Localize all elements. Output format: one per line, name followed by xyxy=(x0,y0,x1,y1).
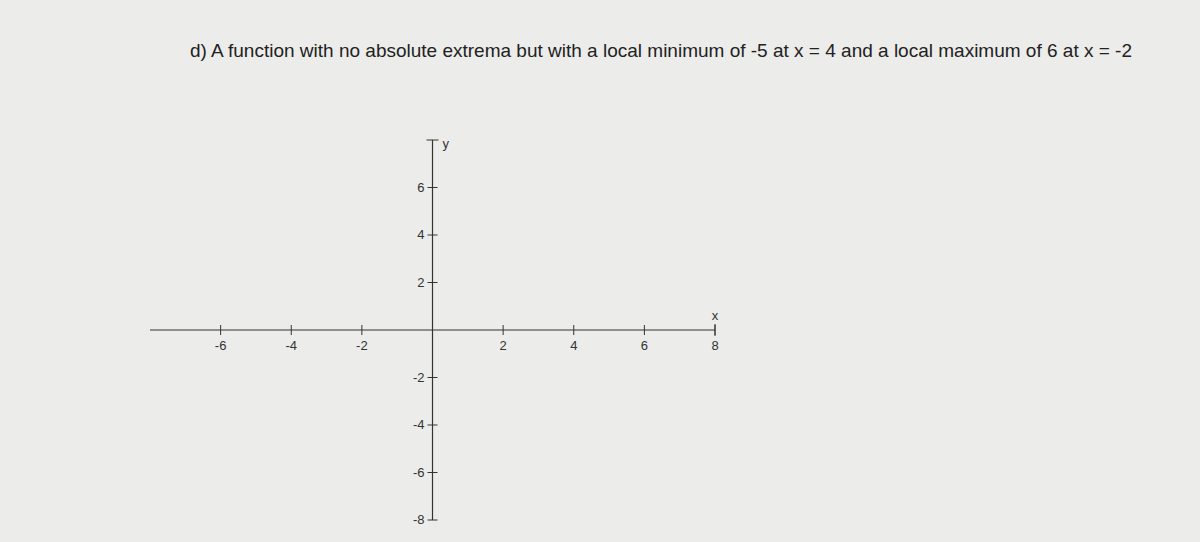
svg-text:4: 4 xyxy=(570,338,577,353)
svg-text:y: y xyxy=(443,136,450,151)
svg-text:-2: -2 xyxy=(413,370,425,385)
svg-text:-6: -6 xyxy=(215,338,227,353)
svg-text:6: 6 xyxy=(641,338,648,353)
svg-text:6: 6 xyxy=(417,180,424,195)
svg-text:-8: -8 xyxy=(413,512,425,527)
svg-text:-2: -2 xyxy=(356,338,368,353)
html-text:d) A function with no absolute: d) A function with no absolute extrema b… xyxy=(190,40,1132,61)
svg-text:-4: -4 xyxy=(285,338,297,353)
svg-text:2: 2 xyxy=(500,338,507,353)
svg-text:-6: -6 xyxy=(413,465,425,480)
svg-text:4: 4 xyxy=(417,227,424,242)
svg-text:8: 8 xyxy=(711,338,718,353)
svg-text:-4: -4 xyxy=(413,417,425,432)
svg-text:x: x xyxy=(712,308,719,323)
svg-text:2: 2 xyxy=(417,275,424,290)
